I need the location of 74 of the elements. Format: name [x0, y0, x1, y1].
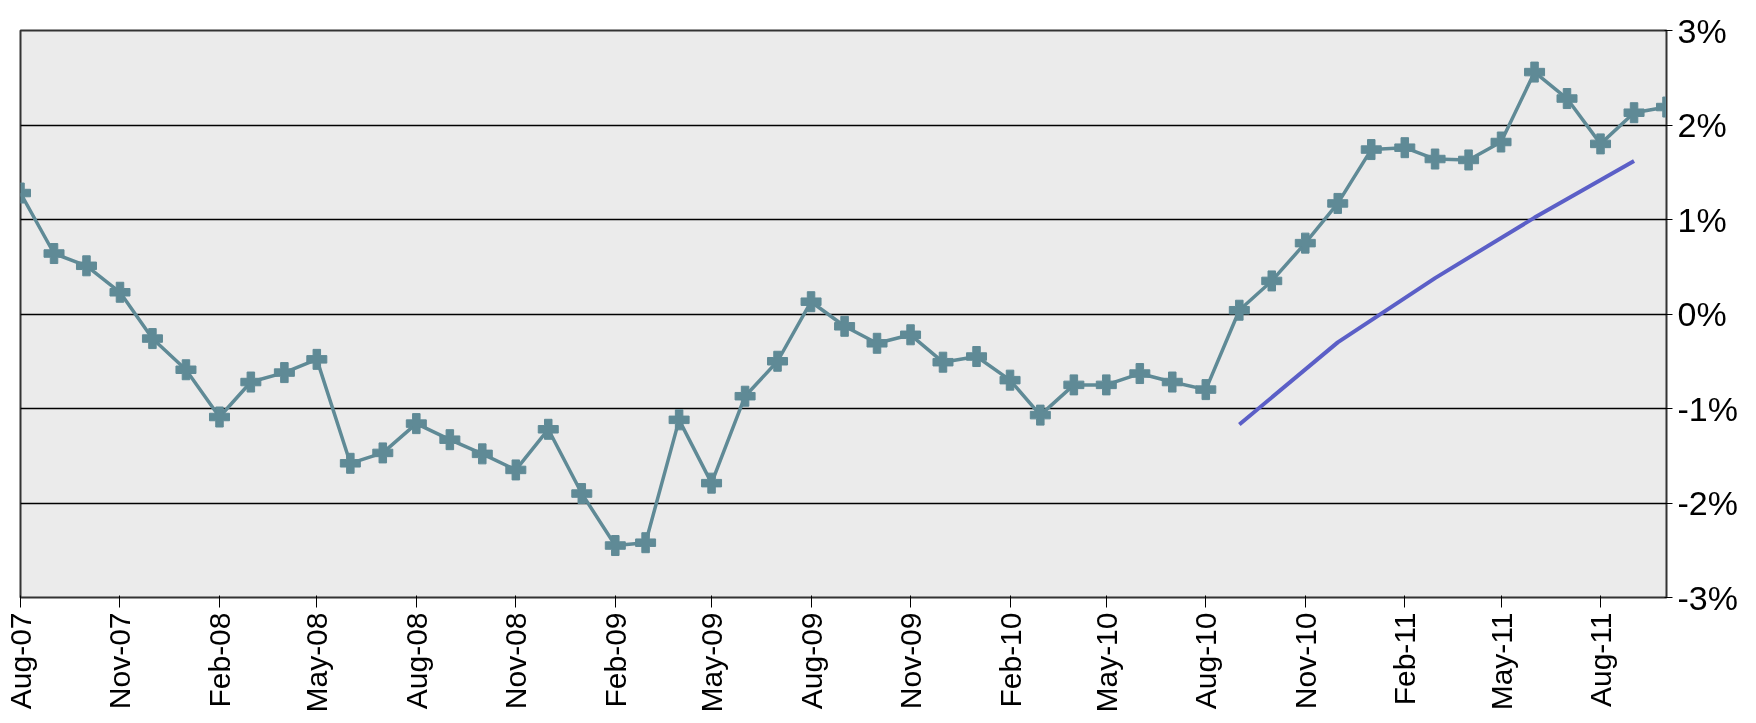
point	[900, 324, 922, 346]
point	[141, 328, 163, 350]
point	[1623, 102, 1645, 124]
point	[1261, 270, 1283, 292]
point	[43, 243, 65, 265]
point	[1327, 192, 1349, 214]
point	[505, 459, 527, 481]
point	[571, 483, 593, 505]
x-tick-label: May-09	[695, 612, 729, 713]
point	[635, 532, 657, 554]
point	[668, 409, 690, 431]
x-tick-label: Feb-11	[1388, 612, 1422, 706]
point	[1490, 131, 1512, 153]
line-series	[1237, 158, 1637, 427]
y-tick-label: -2%	[1677, 484, 1738, 522]
point	[1360, 139, 1382, 161]
point	[1424, 148, 1446, 170]
point	[537, 418, 559, 440]
point	[175, 359, 197, 381]
x-tick-label: May-10	[1089, 612, 1123, 713]
x-tick-label: Feb-08	[202, 612, 236, 708]
y-tick-label: -1%	[1677, 389, 1738, 428]
point	[405, 413, 427, 435]
point	[932, 351, 954, 373]
point	[1129, 363, 1151, 385]
point	[767, 350, 789, 372]
x-tick-label: Aug-10	[1189, 612, 1223, 710]
x-tick-label: Aug-07	[4, 612, 37, 710]
point	[1095, 374, 1117, 396]
y-tick-label: -3%	[1677, 578, 1738, 617]
x-tick-label: Nov-07	[103, 612, 137, 710]
y-tick-label: 3%	[1677, 11, 1727, 50]
point	[966, 346, 988, 368]
point	[273, 362, 295, 384]
point	[999, 369, 1021, 391]
point	[339, 452, 361, 474]
x-tick-label: Feb-09	[598, 612, 632, 708]
x-tick-label: Aug-08	[399, 612, 433, 710]
x-tick-label: Nov-10	[1288, 612, 1322, 710]
point	[734, 385, 756, 407]
y-tick-label: 0%	[1677, 295, 1727, 333]
point	[604, 535, 626, 557]
point	[866, 332, 888, 354]
point	[1029, 404, 1051, 426]
x-tick-label: Feb-10	[993, 612, 1027, 708]
x-tick-label: Nov-08	[499, 612, 533, 710]
x-tick-label: May-08	[300, 612, 334, 713]
x-tick-label: Aug-09	[794, 612, 828, 710]
point	[1228, 299, 1250, 321]
point	[109, 281, 131, 303]
point	[1524, 61, 1546, 83]
point	[834, 315, 856, 337]
point	[1195, 379, 1217, 401]
point	[800, 291, 822, 313]
point	[75, 255, 97, 277]
x-tick-label: Aug-11	[1584, 612, 1618, 708]
point	[471, 443, 493, 465]
point	[372, 442, 394, 464]
point	[439, 429, 461, 451]
point	[1294, 232, 1316, 254]
point	[1161, 371, 1183, 393]
point	[208, 406, 230, 428]
point	[240, 371, 262, 393]
point	[1394, 137, 1416, 159]
point	[306, 348, 328, 370]
x-tick-label: Nov-09	[894, 612, 928, 710]
x-tick-label: May-11	[1484, 612, 1518, 711]
y-tick-label: 1%	[1677, 200, 1727, 239]
point	[1590, 133, 1612, 155]
point	[1458, 149, 1480, 171]
point	[1063, 374, 1085, 396]
point	[1556, 88, 1578, 110]
point	[701, 472, 723, 494]
y-tick-label: 2%	[1677, 106, 1727, 144]
